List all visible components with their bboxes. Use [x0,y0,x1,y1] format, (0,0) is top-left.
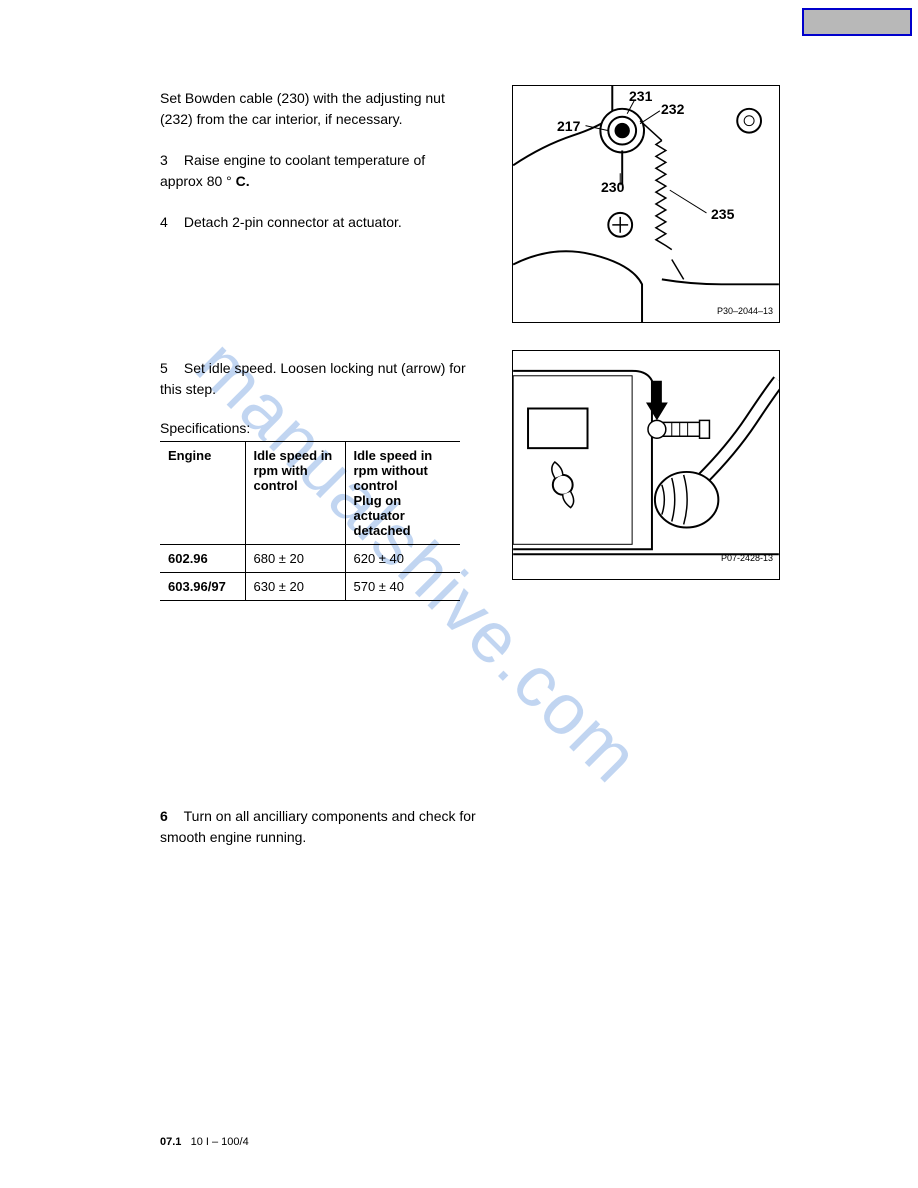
intro-text: Set Bowden cable (230) with the adjustin… [160,88,470,130]
figure-1-label-231: 231 [629,88,652,104]
step-4-num: 4 [160,212,180,233]
spec-row0-engine: 602.96 [160,545,245,573]
spec-table: Engine Idle speed in rpm with control Id… [160,441,460,601]
figure-1-caption: P30–2044–13 [717,306,773,316]
step-5-num: 5 [160,358,180,379]
spec-row1-without: 570 ± 40 [345,573,460,601]
figure-1: 217 231 232 230 235 P30–2044–13 [512,85,780,323]
spec-header-without: Idle speed in rpm without control Plug o… [345,442,460,545]
step-6-block: 6 Turn on all ancilliary components and … [160,806,480,868]
footer-bold: 07.1 [160,1136,181,1148]
figure-1-label-235: 235 [711,206,734,222]
spec-row0-without: 620 ± 40 [345,545,460,573]
step-5-block: 5 Set idle speed. Loosen locking nut (ar… [160,358,470,601]
step-5-text: Set idle speed. Loosen locking nut (arro… [160,360,466,397]
table-row: 602.96 680 ± 20 620 ± 40 [160,545,460,573]
step-6-num: 6 [160,806,180,827]
step-3-text: Raise engine to coolant temperature of a… [160,152,425,189]
page-footer: 07.1 10 I – 100/4 [160,1136,249,1148]
figure-1-svg [513,86,779,322]
spec-title: Specifications: [160,420,470,436]
figure-2-svg [513,351,779,579]
table-row: 603.96/97 630 ± 20 570 ± 40 [160,573,460,601]
figure-2: P07-2428-13 [512,350,780,580]
intro-block: Set Bowden cable (230) with the adjustin… [160,88,470,253]
figure-1-label-232: 232 [661,101,684,117]
step-3-bold: C. [236,173,250,189]
step-4-text: Detach 2-pin connector at actuator. [184,214,402,230]
header-box [802,8,912,36]
step-6-text: Turn on all ancilliary components and ch… [160,808,476,845]
figure-1-label-217: 217 [557,118,580,134]
step-5: 5 Set idle speed. Loosen locking nut (ar… [160,358,470,400]
spec-row0-with: 680 ± 20 [245,545,345,573]
spec-row1-engine: 603.96/97 [160,573,245,601]
footer-rest: 10 I – 100/4 [191,1136,249,1148]
step-3-num: 3 [160,150,180,171]
figure-1-label-230: 230 [601,179,624,195]
step-3: 3 Raise engine to coolant temperature of… [160,150,470,192]
spec-header-with: Idle speed in rpm with control [245,442,345,545]
spec-row1-with: 630 ± 20 [245,573,345,601]
spec-header-row: Engine Idle speed in rpm with control Id… [160,442,460,545]
step-6: 6 Turn on all ancilliary components and … [160,806,480,848]
spec-header-engine: Engine [160,442,245,545]
step-4: 4 Detach 2-pin connector at actuator. [160,212,470,233]
figure-2-caption: P07-2428-13 [721,553,773,563]
